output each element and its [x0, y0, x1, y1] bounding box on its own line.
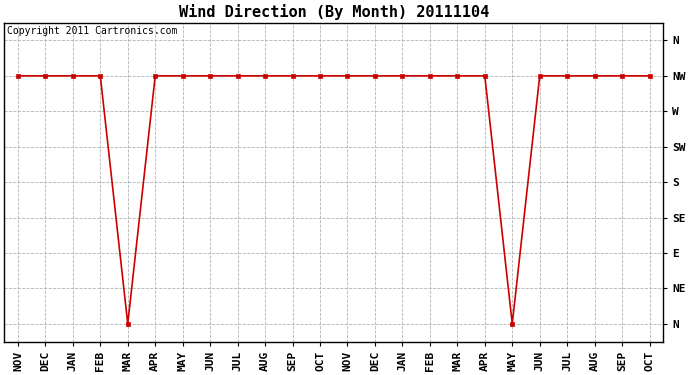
Text: Copyright 2011 Cartronics.com: Copyright 2011 Cartronics.com: [8, 26, 178, 36]
Title: Wind Direction (By Month) 20111104: Wind Direction (By Month) 20111104: [179, 4, 489, 20]
